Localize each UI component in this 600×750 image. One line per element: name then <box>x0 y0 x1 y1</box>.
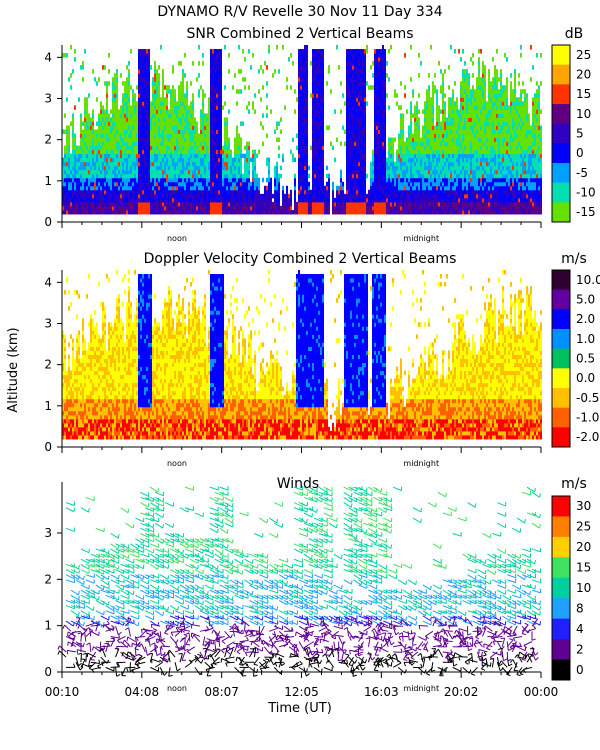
y-tick-label: 0 <box>44 665 52 679</box>
colorbar-swatch <box>552 536 570 558</box>
colorbar-label: 0 <box>576 663 584 677</box>
noon-label: noon <box>167 234 187 243</box>
colorbar-swatch <box>552 64 570 85</box>
x-axis-label: Time (UT) <box>267 701 332 716</box>
colorbar-label: 0 <box>576 146 584 160</box>
colorbar-swatch <box>552 104 570 125</box>
colorbar-swatch <box>552 598 570 620</box>
snr-heatmap <box>62 45 542 215</box>
colorbar-swatch <box>552 348 570 369</box>
colorbar-swatch <box>552 557 570 579</box>
panel3-title: Winds <box>277 476 319 492</box>
colorbar-label: 8 <box>576 601 584 615</box>
colorbar-swatch <box>552 123 570 144</box>
y-tick-label: 1 <box>44 619 52 633</box>
colorbar-unit: dB <box>565 26 584 42</box>
colorbar-label: 10 <box>576 581 591 595</box>
colorbar-swatch <box>552 659 570 681</box>
x-tick-label: 04:08 <box>125 685 160 699</box>
colorbar-label: -2.0 <box>576 430 599 444</box>
colorbar-label: 0.5 <box>576 352 595 366</box>
colorbar-label: 2 <box>576 642 584 656</box>
colorbar-label: -5 <box>576 166 588 180</box>
colorbar-label: 20 <box>576 540 591 554</box>
colorbar-label: 5 <box>576 127 584 141</box>
y-tick-label: 3 <box>44 317 52 331</box>
colorbar-swatch <box>552 163 570 184</box>
colorbar-swatch <box>552 45 570 66</box>
midnight-label: midnight <box>403 459 439 468</box>
midnight-label: midnight <box>403 684 439 693</box>
colorbars: 2520151050-5-10-15dB10.05.02.01.00.50.0-… <box>551 26 600 681</box>
colorbar-swatch <box>552 202 570 223</box>
colorbar-label: 10 <box>576 107 591 121</box>
panel2-title: Doppler Velocity Combined 2 Vertical Bea… <box>144 251 457 267</box>
colorbar-swatch <box>552 329 570 350</box>
y-tick-label: 4 <box>44 50 52 64</box>
colorbar-label: 4 <box>576 622 584 636</box>
colorbar-label: 15 <box>576 561 591 575</box>
colorbar-label: 20 <box>576 68 591 82</box>
colorbar-swatch <box>552 368 570 389</box>
noon-label: noon <box>167 684 187 693</box>
figure-title: DYNAMO R/V Revelle 30 Nov 11 Day 334 <box>157 4 442 20</box>
colorbar-swatch <box>552 639 570 661</box>
colorbar-label: 15 <box>576 87 591 101</box>
colorbar-swatch <box>552 427 570 448</box>
colorbar-label: 25 <box>576 520 591 534</box>
colorbar-unit: m/s <box>561 251 587 267</box>
panel1-title: SNR Combined 2 Vertical Beams <box>186 26 413 42</box>
y-tick-label: 1 <box>44 174 52 188</box>
colorbar-swatch <box>552 496 570 517</box>
colorbar-label: 1.0 <box>576 332 595 346</box>
x-tick-label: 08:07 <box>204 685 239 699</box>
colorbar-swatch <box>552 618 570 640</box>
x-tick-label: 00:10 <box>45 685 80 699</box>
x-tick-label: 00:00 <box>524 685 559 699</box>
colorbar-label: -10 <box>576 186 596 200</box>
colorbar-label: 2.0 <box>576 312 595 326</box>
colorbar-label: 30 <box>576 499 591 513</box>
y-tick-label: 0 <box>44 215 52 229</box>
colorbar-swatch <box>552 577 570 599</box>
colorbar-unit: m/s <box>561 476 587 492</box>
x-tick-label: 16:03 <box>364 685 399 699</box>
colorbar-swatch <box>552 270 570 291</box>
y-tick-label: 2 <box>44 358 52 372</box>
colorbar-label: 10.0 <box>576 273 600 287</box>
colorbar-label: 0.0 <box>576 371 595 385</box>
y-tick-label: 0 <box>44 440 52 454</box>
axes: 0 1 2 3 4 noon midnight 0 1 2 3 4 noon midnight 0 1 2 3 no… <box>44 45 558 699</box>
colorbar-label: -15 <box>576 205 596 219</box>
midnight-label: midnight <box>403 234 439 243</box>
colorbar-swatch <box>552 182 570 203</box>
colorbar-swatch <box>552 309 570 330</box>
colorbar-swatch <box>552 407 570 428</box>
wind-barbs <box>57 485 542 677</box>
y-tick-label: 3 <box>44 92 52 106</box>
x-tick-label: 12:05 <box>284 685 319 699</box>
x-tick-label: 20:02 <box>444 685 479 699</box>
doppler-heatmap <box>62 270 542 440</box>
y-tick-label: 2 <box>44 133 52 147</box>
noon-label: noon <box>167 459 187 468</box>
colorbar-swatch <box>552 289 570 310</box>
y-tick-label: 1 <box>44 399 52 413</box>
colorbar-swatch <box>552 516 570 538</box>
y-axis-label: Altitude (km) <box>6 327 21 412</box>
y-tick-label: 3 <box>44 526 52 540</box>
colorbar-swatch <box>552 143 570 164</box>
colorbar-label: 25 <box>576 48 591 62</box>
y-tick-label: 4 <box>44 275 52 289</box>
y-tick-label: 2 <box>44 572 52 586</box>
colorbar-swatch <box>552 388 570 409</box>
colorbar-label: 5.0 <box>576 293 595 307</box>
colorbar-label: -1.0 <box>576 411 599 425</box>
colorbar-label: -0.5 <box>576 391 599 405</box>
colorbar-swatch <box>552 84 570 105</box>
